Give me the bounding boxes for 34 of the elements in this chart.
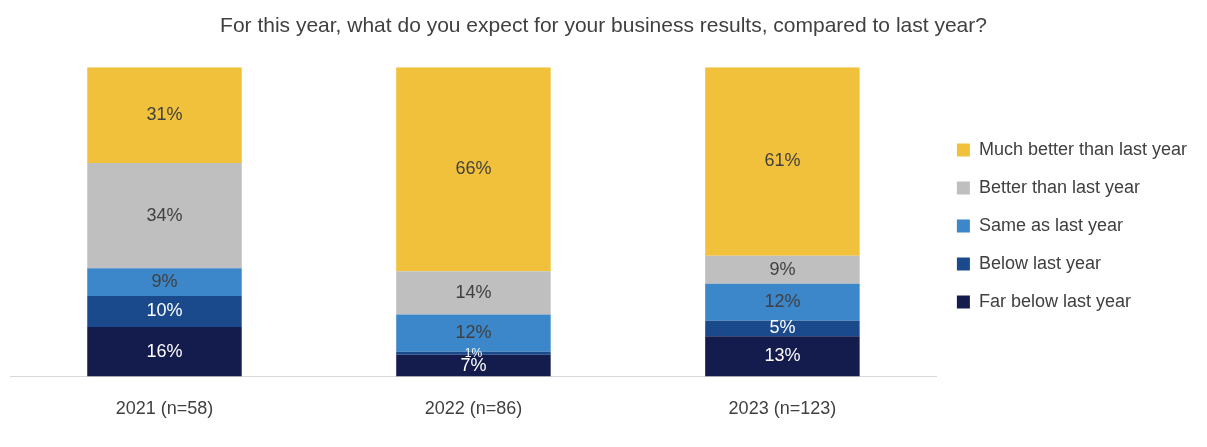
bar	[87, 268, 242, 297]
bar	[87, 67, 242, 164]
x-tick-label: 2022 (n=86)	[424, 398, 523, 419]
data-label: 12%	[455, 322, 492, 343]
bar	[705, 67, 860, 256]
bar	[705, 283, 860, 321]
data-label: 61%	[764, 150, 801, 171]
data-label: 14%	[455, 281, 492, 302]
legend-label: Below last year	[978, 252, 1101, 273]
data-label: 34%	[146, 204, 183, 225]
x-tick-label: 2023 (n=123)	[728, 398, 837, 419]
data-label: 9%	[769, 258, 796, 279]
data-label: 9%	[151, 271, 178, 292]
data-label: 31%	[146, 104, 183, 125]
bar	[396, 67, 551, 272]
bar	[87, 163, 242, 269]
legend-label: Far below last year	[978, 290, 1131, 311]
bar	[396, 271, 551, 315]
data-label: 5%	[769, 317, 796, 338]
bar	[705, 320, 860, 337]
data-label: 16%	[146, 340, 183, 361]
data-label: 13%	[764, 345, 801, 366]
bar	[705, 255, 860, 284]
data-label: 10%	[146, 300, 183, 321]
chart-title: For this year, what do you expect for your business results, compared to last year?	[220, 13, 987, 37]
bar	[87, 296, 242, 327]
legend-label: Better than last year	[978, 176, 1140, 197]
legend-label: Much better than last year	[978, 138, 1188, 159]
bar	[705, 336, 860, 377]
legend-label: Same as last year	[978, 214, 1123, 235]
x-tick-label: 2021 (n=58)	[115, 398, 214, 419]
data-label: 12%	[764, 291, 801, 312]
bar	[87, 326, 242, 377]
data-label: 66%	[455, 158, 492, 179]
